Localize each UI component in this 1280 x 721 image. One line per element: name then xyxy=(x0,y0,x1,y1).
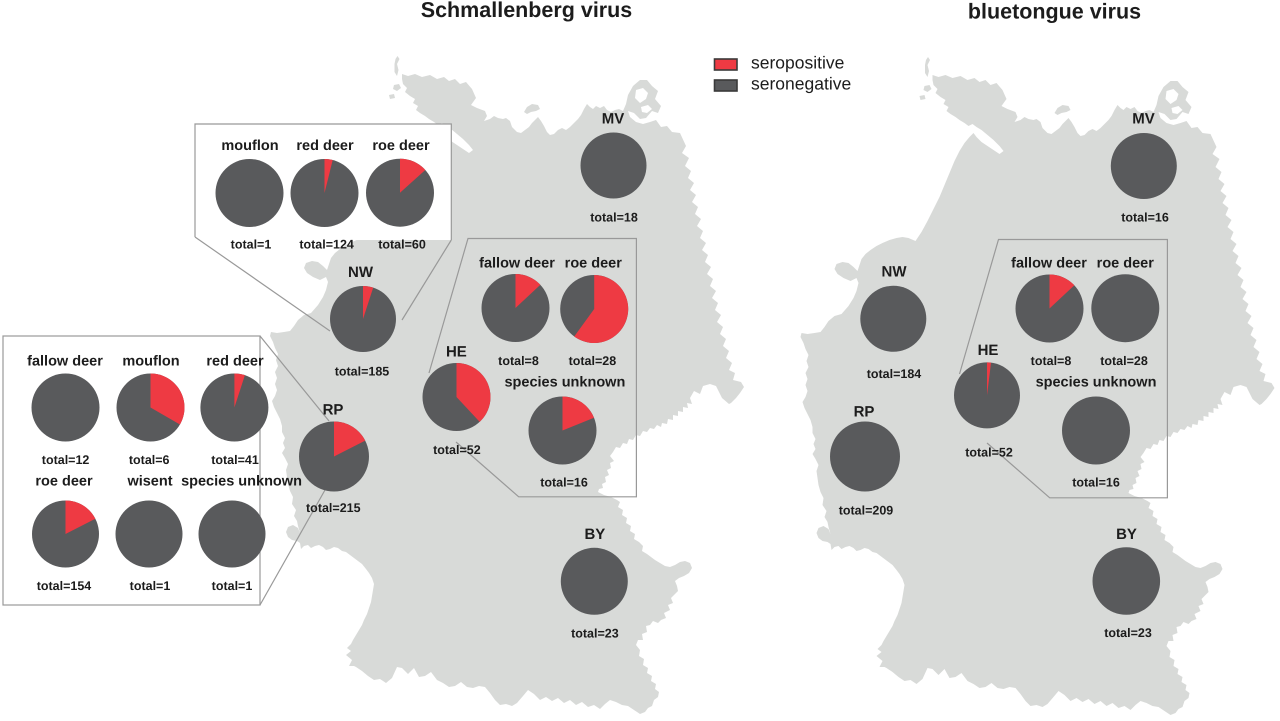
svg-text:mouflon: mouflon xyxy=(221,138,278,154)
svg-text:species unknown: species unknown xyxy=(504,375,625,391)
svg-text:total=23: total=23 xyxy=(1104,626,1152,640)
svg-text:total=154: total=154 xyxy=(37,579,92,593)
svg-text:total=52: total=52 xyxy=(433,443,481,457)
svg-text:roe deer: roe deer xyxy=(565,256,623,272)
svg-text:seropositive: seropositive xyxy=(751,53,844,73)
svg-text:fallow deer: fallow deer xyxy=(27,354,103,370)
svg-text:red deer: red deer xyxy=(296,138,354,154)
svg-text:MV: MV xyxy=(602,111,625,128)
svg-text:total=23: total=23 xyxy=(571,627,619,641)
svg-text:total=16: total=16 xyxy=(540,476,588,490)
svg-text:total=124: total=124 xyxy=(299,238,354,252)
svg-text:MV: MV xyxy=(1132,111,1155,128)
svg-text:wisent: wisent xyxy=(126,474,172,490)
svg-text:total=52: total=52 xyxy=(965,446,1013,460)
svg-text:total=6: total=6 xyxy=(129,453,170,467)
svg-text:RP: RP xyxy=(323,402,344,419)
svg-text:BY: BY xyxy=(584,526,605,543)
svg-text:total=209: total=209 xyxy=(839,504,894,518)
svg-text:total=12: total=12 xyxy=(42,453,90,467)
svg-text:total=16: total=16 xyxy=(1072,476,1120,490)
svg-text:RP: RP xyxy=(854,404,875,421)
svg-text:total=28: total=28 xyxy=(1100,354,1148,368)
svg-text:Schmallenberg virus: Schmallenberg virus xyxy=(421,0,633,22)
svg-text:species unknown: species unknown xyxy=(181,474,302,490)
svg-text:mouflon: mouflon xyxy=(122,354,179,370)
svg-text:total=8: total=8 xyxy=(498,354,539,368)
svg-text:red deer: red deer xyxy=(206,354,264,370)
svg-text:total=16: total=16 xyxy=(1121,211,1169,225)
svg-text:total=18: total=18 xyxy=(590,211,638,225)
svg-text:roe deer: roe deer xyxy=(1097,256,1155,272)
svg-text:BY: BY xyxy=(1116,526,1137,543)
svg-text:HE: HE xyxy=(446,344,467,361)
svg-text:HE: HE xyxy=(978,342,999,359)
svg-text:total=185: total=185 xyxy=(335,365,390,379)
svg-text:total=8: total=8 xyxy=(1031,354,1072,368)
svg-text:roe deer: roe deer xyxy=(35,474,93,490)
svg-text:total=41: total=41 xyxy=(211,453,259,467)
svg-text:species unknown: species unknown xyxy=(1036,375,1157,391)
svg-text:fallow deer: fallow deer xyxy=(1011,256,1087,272)
svg-text:total=184: total=184 xyxy=(867,367,922,381)
svg-text:seronegative: seronegative xyxy=(751,74,851,94)
svg-text:total=60: total=60 xyxy=(378,238,426,252)
svg-text:total=28: total=28 xyxy=(569,354,617,368)
svg-text:total=1: total=1 xyxy=(130,579,171,593)
svg-text:total=1: total=1 xyxy=(212,579,253,593)
svg-text:bluetongue virus: bluetongue virus xyxy=(968,0,1141,24)
svg-text:NW: NW xyxy=(882,264,908,281)
svg-text:total=215: total=215 xyxy=(306,501,361,515)
svg-text:total=1: total=1 xyxy=(231,238,272,252)
svg-text:roe deer: roe deer xyxy=(372,138,430,154)
svg-text:NW: NW xyxy=(348,264,374,281)
svg-text:fallow deer: fallow deer xyxy=(479,256,555,272)
